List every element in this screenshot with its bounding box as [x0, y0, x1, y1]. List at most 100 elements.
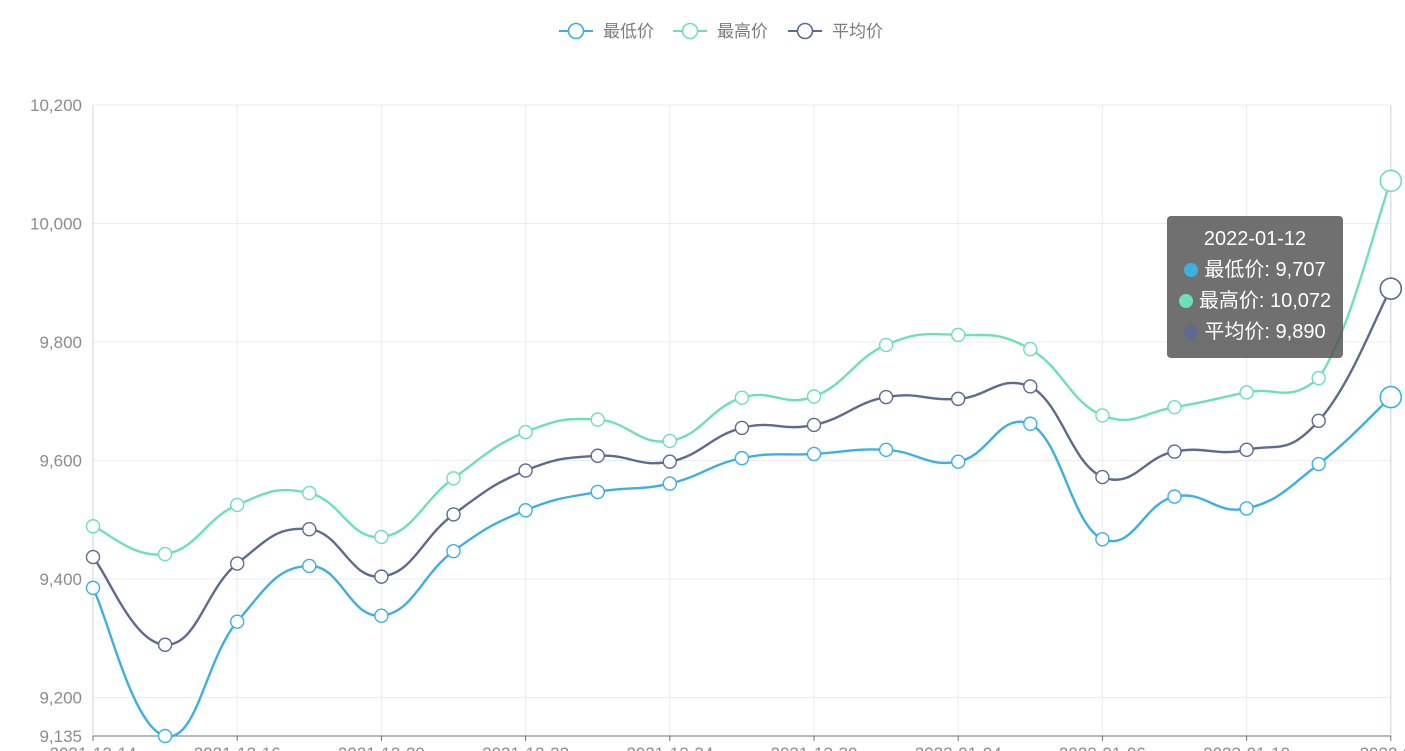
data-point-low[interactable] — [1095, 532, 1110, 547]
data-point-high[interactable] — [1095, 408, 1110, 423]
tooltip-dot-low — [1184, 263, 1199, 277]
legend-circle-icon — [681, 22, 699, 40]
tooltip-sep-high: : — [1258, 290, 1270, 312]
x-tick-label: 2021-12-24 — [626, 744, 713, 751]
x-tick-label: 2022-01-04 — [915, 744, 1002, 751]
series-line-low — [91, 396, 1392, 738]
data-point-avg[interactable] — [1239, 442, 1254, 458]
data-point-high[interactable] — [1023, 341, 1038, 357]
data-point-avg[interactable] — [1023, 379, 1038, 394]
data-point-high[interactable] — [446, 471, 461, 486]
x-tick-label: 2021-12-16 — [194, 744, 281, 751]
tooltip-label-low: 最低价 — [1204, 259, 1265, 281]
data-point-low[interactable] — [302, 558, 317, 574]
data-point-high[interactable] — [229, 497, 245, 513]
data-point-low[interactable] — [446, 543, 461, 559]
tooltip-dot-avg — [1184, 325, 1199, 339]
data-point-avg[interactable] — [590, 448, 605, 463]
data-point-low[interactable] — [157, 728, 173, 744]
data-point-low[interactable] — [1239, 501, 1254, 516]
data-point-high[interactable] — [1379, 169, 1403, 193]
y-tick-label: 9,135 — [39, 727, 82, 746]
data-point-high[interactable] — [590, 412, 605, 427]
legend-label-avg: 平均价 — [832, 22, 883, 41]
tooltip-value-high: 10,072 — [1269, 290, 1332, 312]
data-point-avg[interactable] — [229, 556, 245, 571]
data-point-low[interactable] — [85, 580, 101, 596]
y-tick-label: 9,200 — [39, 688, 82, 707]
x-tick-label: 2022-01-10 — [1203, 744, 1290, 751]
data-point-avg[interactable] — [1095, 469, 1110, 485]
data-point-avg[interactable] — [374, 569, 389, 584]
axes: 9,135 9,200 9,400 9,600 9,800 10,000 10,200 202… — [30, 96, 1405, 751]
tooltip-sep-low: : — [1264, 259, 1276, 281]
data-point-low[interactable] — [374, 608, 389, 623]
data-point-high[interactable] — [1167, 399, 1182, 415]
tooltip-sep-avg: : — [1264, 321, 1276, 343]
data-point-avg[interactable] — [1379, 277, 1403, 300]
data-point-high[interactable] — [878, 337, 894, 353]
tooltip-row-low: 最低价: 9,707 — [1167, 255, 1343, 286]
data-point-low[interactable] — [229, 614, 245, 629]
data-point-avg[interactable] — [734, 420, 750, 436]
data-point-avg[interactable] — [1167, 444, 1182, 459]
data-point-avg[interactable] — [518, 463, 533, 478]
data-point-low[interactable] — [590, 484, 605, 500]
data-point-low[interactable] — [1311, 456, 1326, 472]
legend-item-low[interactable]: 最低价 — [559, 22, 654, 41]
data-point-low[interactable] — [878, 442, 894, 458]
data-point-avg[interactable] — [157, 637, 173, 652]
y-tick-label: 9,600 — [39, 451, 82, 470]
x-tick-label: 2021-12-30 — [771, 744, 858, 751]
tooltip-label-high: 最高价 — [1198, 290, 1259, 312]
data-point-high[interactable] — [1311, 370, 1326, 386]
data-point-avg[interactable] — [302, 522, 317, 537]
data-point-high[interactable] — [734, 390, 750, 405]
legend-label-high: 最高价 — [717, 22, 768, 41]
y-tick-label: 9,400 — [39, 570, 82, 589]
x-tick-label: 2021-12-14 — [50, 744, 137, 751]
x-tick-label: 2022-01 — [1360, 744, 1405, 751]
data-point-low[interactable] — [734, 450, 750, 466]
data-point-low[interactable] — [1167, 489, 1182, 504]
legend-item-high[interactable]: 最高价 — [673, 22, 768, 41]
data-point-low[interactable] — [806, 446, 822, 462]
x-tick-label: 2021-12-20 — [338, 744, 425, 751]
tooltip-title: 2022-01-12 — [1203, 228, 1307, 250]
data-point-high[interactable] — [662, 433, 677, 449]
data-point-high[interactable] — [806, 389, 822, 404]
data-point-low[interactable] — [662, 476, 677, 491]
data-point-avg[interactable] — [1311, 413, 1326, 428]
data-point-avg[interactable] — [806, 417, 822, 433]
data-point-high[interactable] — [518, 424, 533, 440]
y-tick-label: 10,000 — [30, 214, 82, 233]
data-point-avg[interactable] — [85, 549, 101, 565]
tooltip-value-low: 9,707 — [1275, 259, 1326, 281]
grid — [92, 104, 1392, 737]
data-point-avg[interactable] — [878, 389, 894, 405]
data-point-low[interactable] — [1379, 385, 1403, 409]
legend-label-low: 最低价 — [603, 22, 654, 41]
x-tick-label: 2021-12-22 — [482, 744, 569, 751]
data-point-low[interactable] — [951, 454, 966, 469]
data-point-high[interactable] — [302, 485, 317, 501]
data-point-low[interactable] — [1023, 416, 1038, 431]
tooltip-value-avg: 9,890 — [1275, 321, 1326, 343]
data-point-high[interactable] — [1239, 385, 1254, 400]
tooltip-dot-high — [1178, 294, 1193, 308]
tooltip-row-avg: 平均价: 9,890 — [1167, 317, 1343, 348]
legend-item-avg[interactable]: 平均价 — [788, 22, 883, 41]
legend-circle-icon — [796, 22, 814, 40]
x-tick-label: 2022-01-06 — [1059, 744, 1146, 751]
data-point-high[interactable] — [157, 546, 173, 562]
data-point-low[interactable] — [518, 503, 533, 518]
data-point-avg[interactable] — [951, 391, 966, 407]
data-point-avg[interactable] — [446, 507, 461, 522]
legend[interactable]: 最低价 最高价 平均价 — [559, 22, 883, 41]
data-point-high[interactable] — [951, 327, 966, 343]
data-point-avg[interactable] — [662, 454, 677, 469]
data-point-high[interactable] — [374, 529, 389, 545]
data-point-high[interactable] — [85, 519, 101, 534]
